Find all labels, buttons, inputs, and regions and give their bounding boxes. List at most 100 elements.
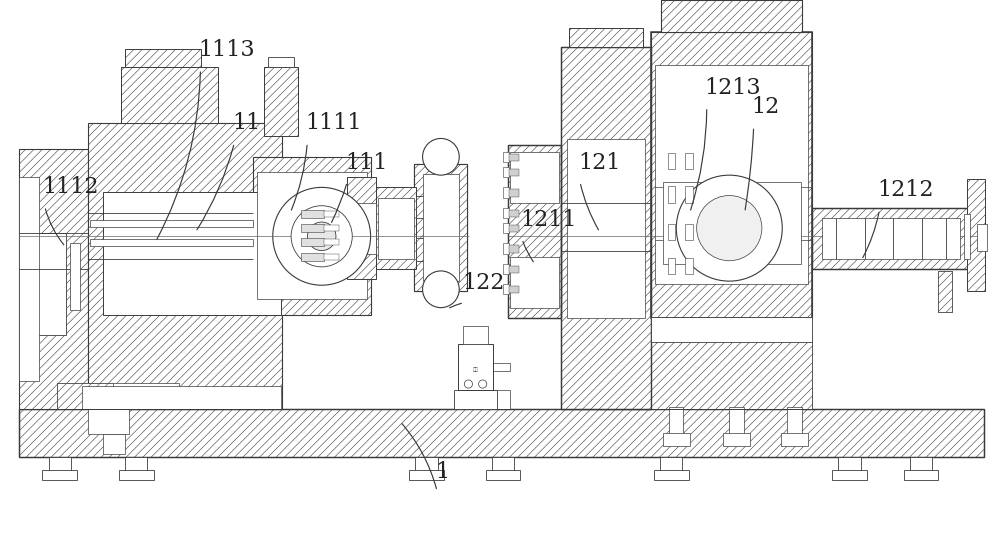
- Bar: [663, 433, 690, 446]
- Bar: [347, 177, 376, 279]
- Text: 1112: 1112: [43, 176, 99, 198]
- Bar: [503, 152, 509, 162]
- Bar: [19, 409, 984, 457]
- Bar: [19, 409, 984, 457]
- Bar: [264, 67, 298, 136]
- Bar: [822, 218, 960, 259]
- Bar: [416, 195, 445, 218]
- Bar: [347, 203, 376, 254]
- Bar: [503, 167, 509, 177]
- Bar: [268, 57, 294, 67]
- Bar: [651, 341, 812, 409]
- Bar: [509, 286, 519, 293]
- Bar: [651, 33, 812, 318]
- Bar: [121, 67, 218, 123]
- Bar: [508, 144, 561, 318]
- Bar: [25, 233, 66, 335]
- Text: 1113: 1113: [198, 39, 255, 61]
- Bar: [503, 284, 509, 294]
- Bar: [467, 390, 510, 409]
- Bar: [832, 470, 867, 480]
- Bar: [651, 33, 812, 318]
- Bar: [301, 253, 324, 261]
- Bar: [509, 266, 519, 273]
- Bar: [561, 47, 651, 409]
- Bar: [509, 246, 519, 253]
- Bar: [685, 186, 693, 203]
- Circle shape: [676, 175, 782, 281]
- Text: 1212: 1212: [877, 179, 934, 201]
- Bar: [503, 264, 509, 274]
- Bar: [454, 390, 497, 409]
- Circle shape: [291, 206, 352, 267]
- Bar: [103, 193, 281, 315]
- Bar: [661, 0, 802, 33]
- Bar: [90, 239, 253, 247]
- Bar: [463, 326, 488, 345]
- Bar: [685, 258, 693, 274]
- Bar: [723, 433, 750, 446]
- Bar: [257, 172, 367, 300]
- Bar: [301, 210, 324, 218]
- Bar: [964, 214, 970, 259]
- Bar: [301, 224, 324, 232]
- Bar: [561, 47, 651, 409]
- Bar: [781, 433, 808, 446]
- Bar: [668, 186, 675, 203]
- Bar: [509, 225, 519, 232]
- Bar: [57, 383, 179, 409]
- Bar: [90, 220, 253, 227]
- Bar: [509, 154, 519, 161]
- Bar: [324, 254, 339, 259]
- Text: 121: 121: [578, 151, 620, 173]
- Bar: [510, 257, 559, 308]
- Bar: [910, 457, 932, 471]
- Bar: [660, 457, 682, 471]
- Bar: [569, 28, 643, 47]
- Bar: [414, 164, 467, 292]
- Bar: [70, 243, 80, 310]
- Text: 1213: 1213: [705, 77, 761, 98]
- Bar: [668, 224, 675, 240]
- Bar: [301, 238, 324, 247]
- Bar: [119, 470, 154, 480]
- Bar: [324, 239, 339, 246]
- Bar: [663, 182, 801, 264]
- Text: 1211: 1211: [520, 209, 576, 231]
- Text: 11: 11: [232, 112, 261, 134]
- Bar: [458, 345, 493, 390]
- Bar: [668, 152, 675, 169]
- Bar: [486, 470, 520, 480]
- Bar: [669, 408, 683, 434]
- Bar: [82, 386, 281, 409]
- Bar: [103, 434, 125, 454]
- Text: 開關: 開關: [473, 368, 478, 372]
- Bar: [503, 187, 509, 197]
- Bar: [19, 177, 39, 381]
- Bar: [651, 317, 812, 342]
- Circle shape: [423, 139, 459, 175]
- Circle shape: [464, 380, 472, 388]
- Bar: [503, 208, 509, 218]
- Bar: [508, 144, 561, 318]
- Bar: [503, 223, 509, 233]
- Text: 122: 122: [462, 272, 504, 294]
- Bar: [938, 271, 952, 312]
- Text: 1111: 1111: [305, 112, 362, 134]
- Bar: [503, 243, 509, 254]
- Circle shape: [273, 187, 371, 285]
- Bar: [378, 197, 414, 259]
- Bar: [88, 123, 282, 409]
- Bar: [415, 457, 438, 471]
- Bar: [125, 49, 201, 67]
- Circle shape: [479, 380, 487, 388]
- Bar: [416, 238, 445, 261]
- Bar: [812, 208, 970, 269]
- Bar: [414, 164, 467, 292]
- Bar: [685, 224, 693, 240]
- Circle shape: [697, 195, 762, 261]
- Bar: [510, 152, 559, 203]
- Bar: [324, 211, 339, 217]
- Bar: [729, 408, 744, 434]
- Bar: [668, 258, 675, 274]
